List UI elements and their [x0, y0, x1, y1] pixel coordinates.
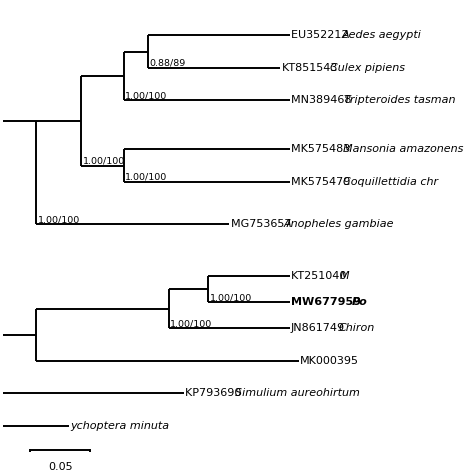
Text: KT851543: KT851543: [282, 63, 341, 73]
Text: ychoptera minuta: ychoptera minuta: [71, 421, 170, 431]
Text: MW677959: MW677959: [291, 297, 365, 307]
Text: Po: Po: [352, 297, 367, 307]
Text: MK575479: MK575479: [291, 177, 354, 187]
Text: 1.00/100: 1.00/100: [125, 91, 167, 100]
Text: MN389468: MN389468: [291, 95, 355, 105]
Text: KP793690: KP793690: [185, 389, 245, 399]
Text: Anopheles gambiae: Anopheles gambiae: [283, 219, 394, 229]
Text: JN861749: JN861749: [291, 323, 349, 333]
Text: Aedes aegypti: Aedes aegypti: [341, 30, 421, 40]
Text: Tripteroides tasman: Tripteroides tasman: [344, 95, 455, 105]
Text: MK575483: MK575483: [291, 144, 354, 155]
Text: 1.00/100: 1.00/100: [37, 215, 80, 224]
Text: MG753657: MG753657: [231, 219, 295, 229]
Text: 1.00/100: 1.00/100: [170, 319, 212, 328]
Text: 1.00/100: 1.00/100: [210, 293, 252, 302]
Text: EU352212: EU352212: [291, 30, 352, 40]
Text: Simulium aureohirtum: Simulium aureohirtum: [235, 389, 359, 399]
Text: 1.00/100: 1.00/100: [125, 173, 167, 182]
Text: M: M: [339, 271, 349, 281]
Text: Chiron: Chiron: [338, 323, 374, 333]
Text: KT251040: KT251040: [291, 271, 350, 281]
Text: Culex pipiens: Culex pipiens: [330, 63, 405, 73]
Text: MK000395: MK000395: [300, 356, 359, 366]
Text: Mansonia amazonens: Mansonia amazonens: [343, 144, 463, 155]
Text: Coquillettidia chr: Coquillettidia chr: [343, 177, 438, 187]
Text: 0.88/89: 0.88/89: [149, 59, 185, 68]
Text: 1.00/100: 1.00/100: [83, 156, 125, 165]
Text: 0.05: 0.05: [48, 462, 73, 472]
